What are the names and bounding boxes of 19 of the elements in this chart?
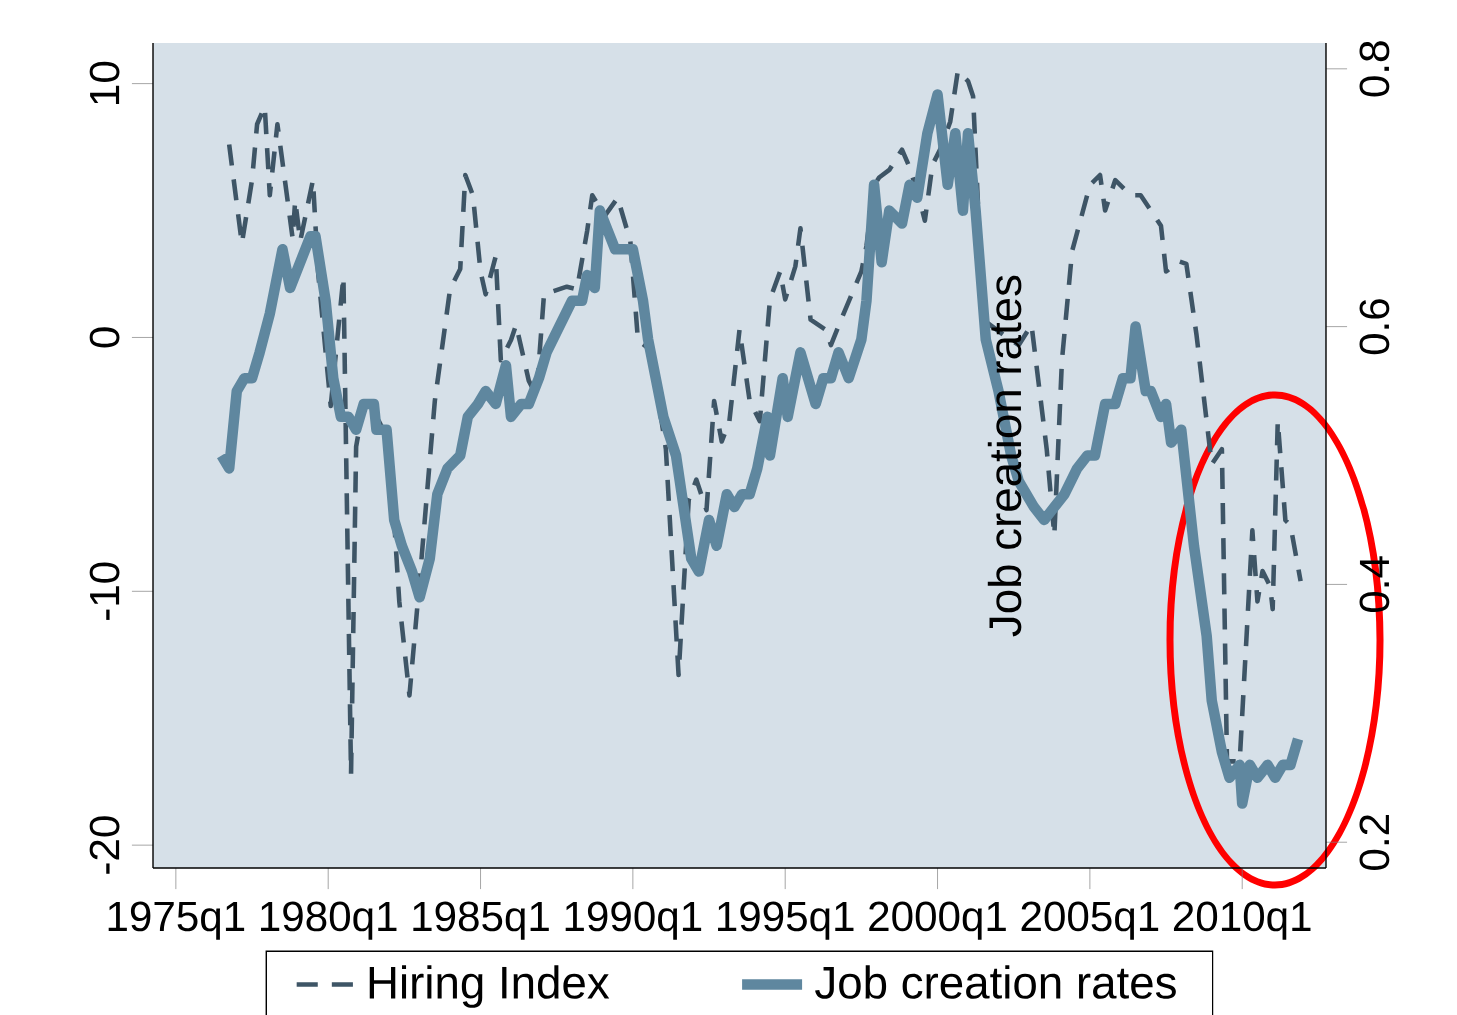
x-tick-label: 2010q1 <box>1173 901 1311 940</box>
x-tick-label: 2000q1 <box>869 901 1006 940</box>
x-tick-label: 1975q1 <box>108 901 245 940</box>
x-tick-label: 1980q1 <box>261 901 397 940</box>
legend-label: Hiring Index <box>369 965 610 1008</box>
y-tick-label: -10 <box>89 562 120 620</box>
y-tick-label: -20 <box>89 816 120 874</box>
y2-tick-label: 0.8 <box>1359 41 1390 97</box>
y2-tick-label: 0.6 <box>1359 299 1390 355</box>
y-tick-label: 10 <box>89 61 120 104</box>
y2-axis-title: Job creation rates <box>987 275 1022 637</box>
y2-tick-label: 0.4 <box>1359 556 1390 613</box>
y-tick-label: 0 <box>89 327 120 348</box>
x-tick-label: 2005q1 <box>1021 901 1159 940</box>
x-tick-label: 1990q1 <box>565 901 702 940</box>
y2-tick-label: 0.2 <box>1359 815 1390 870</box>
x-tick-label: 1985q1 <box>413 901 549 940</box>
legend-label: Job creation rates <box>815 965 1176 999</box>
x-tick-label: 1995q1 <box>718 901 854 940</box>
